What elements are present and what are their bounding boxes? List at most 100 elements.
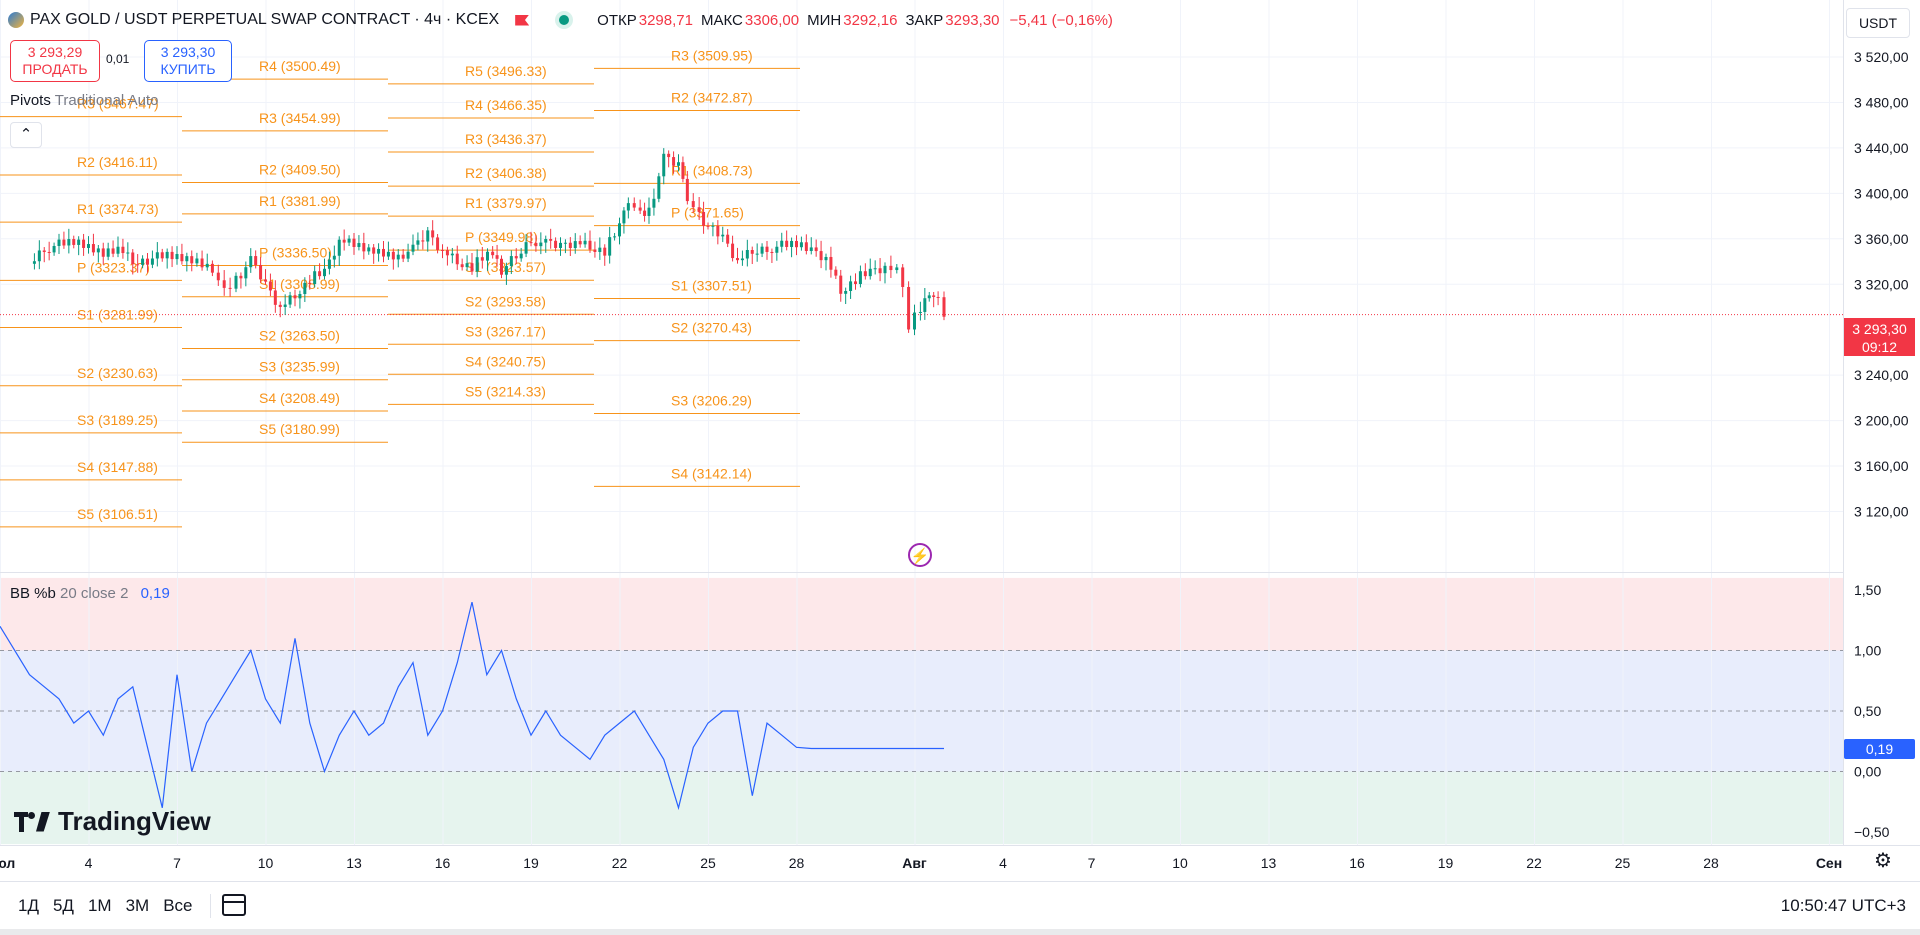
candle-up: [598, 247, 602, 252]
candle-up: [790, 240, 794, 247]
price-tick-label: 3 440,00: [1854, 140, 1909, 156]
pivot-label-p: P (3336.50): [259, 245, 332, 261]
candle-up: [234, 275, 238, 289]
candle-up: [249, 256, 253, 268]
sell-button[interactable]: 3 293,29 ПРОДАТЬ: [10, 40, 100, 82]
candle-up: [283, 304, 287, 307]
candle-down: [308, 282, 312, 285]
tradingview-logo[interactable]: TradingView: [14, 806, 211, 837]
candle-down: [190, 256, 194, 264]
candle-up: [367, 247, 371, 252]
price-tick-label: 3 360,00: [1854, 231, 1909, 247]
high-label: МАКС: [700, 11, 743, 29]
pivot-label-p: P (3323.37): [77, 259, 150, 275]
candle-up: [626, 203, 630, 211]
candle-down: [750, 250, 754, 254]
period-3m-button[interactable]: 3М: [125, 896, 150, 915]
pivot-label-r4: R4 (3466.35): [465, 97, 547, 113]
candle-up: [809, 247, 813, 251]
candle-down: [863, 271, 867, 277]
bar-countdown: 09:12: [1861, 339, 1898, 355]
pivot-label-r3: R3 (3509.95): [671, 47, 753, 63]
candle-down: [685, 178, 689, 202]
candle-up: [332, 255, 336, 260]
candle-up: [824, 256, 828, 261]
candle-down: [632, 203, 636, 208]
candle-down: [736, 258, 739, 261]
candle-down: [932, 295, 936, 297]
period-1d-button[interactable]: 1Д: [18, 896, 39, 915]
candle-down: [421, 240, 425, 242]
flag-icon[interactable]: [515, 14, 530, 26]
candle-down: [455, 253, 459, 265]
time-tick-label: 22: [612, 855, 628, 871]
candle-up: [32, 261, 36, 264]
bb-oversold-zone: [0, 771, 1843, 845]
pivots-indicator-label[interactable]: Pivots Traditional Auto: [10, 92, 158, 109]
candle-down: [136, 264, 140, 266]
pivot-label-r3: R3 (3467.47): [77, 96, 159, 112]
candle-down: [391, 251, 395, 260]
candle-up: [721, 234, 725, 237]
candle-up: [539, 242, 543, 247]
candle-down: [352, 238, 356, 247]
pivot-label-r2: R2 (3406.38): [465, 165, 547, 181]
candle-down: [342, 239, 346, 243]
time-tick-label: 7: [1088, 855, 1096, 871]
pivot-label-s4: S4 (3208.49): [259, 390, 340, 406]
symbol-header[interactable]: PAX GOLD / USDT PERPETUAL SWAP CONTRACT …: [8, 6, 1121, 34]
bottom-scrollbar[interactable]: [0, 929, 1920, 935]
time-tick-label: Июл: [0, 855, 15, 871]
collapse-indicators-button[interactable]: ⌃: [10, 122, 42, 148]
candle-down: [111, 248, 115, 254]
currency-selector[interactable]: USDT: [1846, 8, 1910, 38]
candle-down: [681, 162, 685, 179]
candle-down: [170, 251, 174, 260]
period-all-button[interactable]: Все: [163, 896, 193, 915]
candle-up: [406, 251, 410, 259]
candle-down: [470, 263, 474, 272]
clock[interactable]: 10:50:47 UTC+3: [1780, 896, 1906, 915]
candle-down: [568, 242, 572, 249]
candle-down: [264, 279, 267, 282]
candle-down: [549, 239, 553, 241]
bb-value: 0,19: [140, 585, 170, 602]
period-5d-button[interactable]: 5Д: [52, 896, 74, 915]
pivot-label-r3: R3 (3436.37): [465, 131, 547, 147]
candle-down: [160, 252, 164, 259]
candle-down: [491, 251, 495, 256]
candle-down: [534, 242, 538, 247]
calendar-icon[interactable]: [222, 894, 246, 916]
candle-down: [588, 240, 592, 250]
period-1m-button[interactable]: 1М: [87, 896, 112, 915]
pivot-label-s3: S3 (3189.25): [77, 412, 158, 428]
bb-percent-line: [0, 601, 944, 811]
candle-down: [101, 248, 105, 257]
candle-up: [377, 248, 381, 254]
sell-price: 3 293,29: [27, 44, 83, 60]
candle-down: [278, 304, 282, 307]
settings-gear-icon[interactable]: ⚙: [1874, 850, 1892, 872]
candle-down: [401, 254, 405, 259]
candle-down: [460, 264, 464, 268]
pivot-label-s5: S5 (3106.51): [77, 506, 158, 522]
time-tick-label: 22: [1526, 855, 1542, 871]
paxg-logo-icon: [8, 12, 24, 28]
candle-down: [495, 255, 499, 259]
pivot-label-s4: S4 (3240.75): [465, 353, 546, 369]
candle-up: [116, 246, 120, 254]
candle-up: [573, 241, 577, 249]
bb-indicator-label[interactable]: BB %b 20 close 2 0,19: [10, 585, 170, 602]
buy-button[interactable]: 3 293,30 КУПИТЬ: [144, 40, 232, 82]
candle-up: [657, 176, 661, 199]
candle-down: [638, 207, 642, 211]
candle-down: [47, 251, 51, 253]
pivot-label-r4: R4 (3500.49): [259, 58, 341, 74]
candle-up: [844, 290, 848, 294]
candle-down: [765, 246, 769, 252]
time-tick-label: 19: [523, 855, 539, 871]
candle-down: [829, 256, 833, 270]
candle-up: [913, 312, 916, 330]
lightning-icon[interactable]: ⚡: [908, 543, 932, 567]
